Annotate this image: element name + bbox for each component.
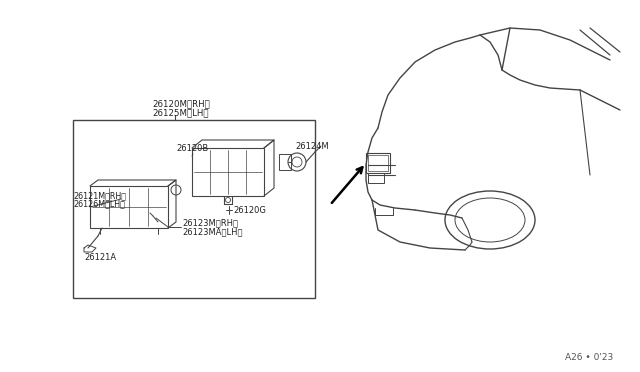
Text: A26 • 0'23: A26 • 0'23 [565,353,613,362]
Text: 26121M（RH）: 26121M（RH） [73,192,126,201]
Text: 26123M（RH）: 26123M（RH） [182,218,238,228]
Bar [192,148,264,196]
Text: 26123MA（LH）: 26123MA（LH） [182,228,243,237]
Text: 26120M（RH）: 26120M（RH） [152,99,210,109]
Bar [279,154,291,170]
Bar [366,153,390,173]
Text: 26121A: 26121A [84,253,116,263]
Text: 26125M（LH）: 26125M（LH） [152,109,209,118]
Text: 26126M（LH）: 26126M（LH） [73,199,125,208]
Text: 26120G: 26120G [233,205,266,215]
Text: 26124M: 26124M [295,141,328,151]
Bar [73,120,315,298]
Bar [90,186,168,228]
Text: 26120B: 26120B [176,144,208,153]
Bar [368,173,384,183]
Bar [368,155,388,171]
